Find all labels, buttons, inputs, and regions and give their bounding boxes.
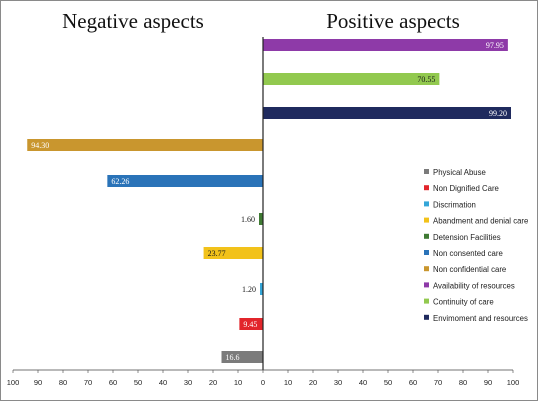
positive-heading: Positive aspects [326, 9, 460, 33]
x-tick-label-4: 70 [84, 378, 92, 387]
x-tick-label-19: 80 [459, 378, 467, 387]
bar-6 [259, 213, 263, 225]
bar-7 [203, 247, 263, 259]
data-label-10: 16.6 [226, 353, 240, 362]
x-tick-label-20: 90 [484, 378, 492, 387]
x-tick-label-21: 100 [507, 378, 520, 387]
x-tick-label-17: 60 [409, 378, 417, 387]
data-label-7: 23.77 [208, 249, 226, 258]
x-tick-label-14: 30 [334, 378, 342, 387]
x-tick-label-11: 0 [261, 378, 265, 387]
chart-headings: Negative aspects Positive aspects [62, 9, 460, 33]
bar-10 [221, 351, 263, 363]
legend-label-8: Availability of resources [433, 281, 515, 290]
x-tick-label-13: 20 [309, 378, 317, 387]
x-tick-label-15: 40 [359, 378, 367, 387]
bar-1 [263, 39, 508, 51]
legend-swatch-5 [424, 233, 429, 239]
x-tick-label-6: 50 [134, 378, 142, 387]
x-tick-label-5: 60 [109, 378, 117, 387]
x-tick-label-7: 40 [159, 378, 167, 387]
legend-label-3: Discrimation [433, 200, 476, 209]
legend-label-2: Non Dignified Care [433, 184, 499, 193]
legend-swatch-9 [424, 298, 429, 304]
legend-swatch-10 [424, 314, 429, 320]
data-label-1: 97.95 [486, 41, 504, 50]
legend-swatch-2 [424, 185, 429, 191]
x-tick-label-1: 100 [7, 378, 20, 387]
bar-2 [263, 73, 440, 85]
x-tick-label-10: 10 [234, 378, 242, 387]
data-label-6: 1.60 [241, 215, 255, 224]
bar-5 [107, 175, 263, 187]
bars-group: 97.95 70.55 99.20 94.30 62.26 1.60 23.77 1.20 9.… [27, 39, 511, 363]
x-tick-label-18: 70 [434, 378, 442, 387]
legend-label-4: Abandment and denial care [433, 217, 528, 226]
legend-swatch-6 [424, 250, 429, 255]
data-label-9: 9.45 [243, 320, 257, 329]
x-tick-label-2: 90 [34, 378, 42, 387]
legend-label-1: Physical Abuse [433, 168, 486, 177]
bar-3 [263, 107, 511, 119]
legend-swatch-7 [424, 266, 429, 272]
data-label-5: 62.26 [111, 177, 129, 186]
bar-8 [260, 283, 263, 295]
bar-4 [27, 139, 263, 151]
legend-label-5: Detension Facilities [433, 233, 501, 242]
legend-swatch-1 [424, 169, 429, 174]
data-label-3: 99.20 [489, 109, 507, 118]
x-tick-label-12: 10 [284, 378, 292, 387]
x-tick-label-3: 80 [59, 378, 67, 387]
legend-swatch-4 [424, 217, 429, 223]
data-label-4: 94.30 [31, 141, 49, 150]
legend-label-10: Envimoment and resources [433, 314, 528, 323]
legend-label-6: Non consented care [433, 249, 503, 258]
data-label-2: 70.55 [417, 75, 435, 84]
data-label-8: 1.20 [242, 285, 256, 294]
x-tick-label-16: 50 [384, 378, 392, 387]
legend: Physical Abuse Non Dignified Care Discrima… [424, 168, 528, 323]
bar-9 [239, 318, 263, 330]
axes-group: 100 90 80 70 60 50 40 30 20 10 0 10 20 30 40 50 60 70 80 90… [7, 37, 520, 387]
x-tick-label-9: 20 [209, 378, 217, 387]
negative-heading: Negative aspects [62, 9, 204, 33]
legend-label-7: Non confidential care [433, 265, 506, 274]
legend-label-9: Continuity of care [433, 298, 494, 307]
legend-swatch-3 [424, 201, 429, 207]
legend-swatch-8 [424, 282, 429, 288]
x-tick-label-8: 30 [184, 378, 192, 387]
